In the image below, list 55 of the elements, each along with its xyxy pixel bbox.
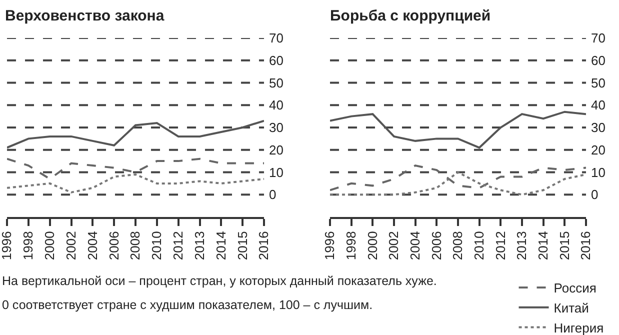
x-tick-label: 2008 bbox=[128, 231, 143, 260]
x-tick-label: 1998 bbox=[344, 231, 359, 260]
legend-label: Китай bbox=[554, 300, 589, 316]
y-tick-label: 50 bbox=[591, 75, 606, 90]
x-tick-label: 2015 bbox=[234, 231, 250, 260]
y-tick-label: 10 bbox=[269, 164, 284, 180]
y-tick-label: 40 bbox=[269, 98, 284, 113]
x-tick-label: 2000 bbox=[42, 231, 58, 260]
y-tick-label: 20 bbox=[591, 142, 606, 158]
y-tick-label: 60 bbox=[269, 52, 284, 68]
y-tick-label: 20 bbox=[269, 142, 284, 158]
x-tick-label: 2013 bbox=[192, 231, 207, 260]
legend-label: Россия bbox=[554, 280, 596, 296]
y-tick-label: 50 bbox=[269, 75, 284, 90]
y-tick-label: 30 bbox=[269, 120, 284, 136]
x-tick-label: 2016 bbox=[578, 231, 594, 260]
line-series bbox=[330, 110, 586, 149]
y-tick-label: 70 bbox=[591, 30, 606, 46]
x-tick-label: 2004 bbox=[408, 231, 423, 260]
x-tick-label: 2014 bbox=[536, 231, 551, 260]
chart-title: Верховенство закона bbox=[5, 7, 165, 24]
y-tick-label: 40 bbox=[591, 98, 606, 113]
x-tick-label: 2008 bbox=[450, 231, 466, 260]
line-series bbox=[7, 120, 264, 149]
x-tick-label: 2002 bbox=[386, 231, 402, 260]
y-tick-label: 60 bbox=[591, 52, 606, 68]
line-series bbox=[330, 171, 586, 196]
x-tick-label: 2010 bbox=[149, 231, 164, 260]
x-tick-label: 1996 bbox=[0, 231, 14, 260]
x-tick-label: 2006 bbox=[428, 231, 444, 260]
line-series bbox=[7, 158, 264, 180]
x-tick-label: 2013 bbox=[514, 231, 530, 260]
y-tick-label: 0 bbox=[591, 187, 598, 202]
line-series bbox=[7, 173, 264, 194]
legend-label: Нигерия bbox=[554, 320, 604, 335]
x-tick-label: 2014 bbox=[213, 231, 228, 260]
y-tick-label: 70 bbox=[269, 30, 284, 46]
chart-title: Борьба с коррупцией bbox=[330, 7, 491, 24]
text: На вертикальной оси – процент стран, у которых данный показатель хуже. bbox=[2, 274, 437, 288]
x-tick-label: 1996 bbox=[322, 231, 338, 260]
x-tick-label: 2012 bbox=[492, 231, 508, 260]
y-tick-label: 30 bbox=[591, 120, 606, 136]
x-tick-label: 2010 bbox=[472, 231, 487, 260]
x-tick-label: 2016 bbox=[256, 231, 272, 260]
x-tick-label: 2012 bbox=[170, 231, 186, 260]
text: 0 соответствует стране с худшим показателем, 100 – с лучшим. bbox=[2, 298, 373, 312]
y-tick-label: 10 bbox=[591, 164, 606, 180]
x-tick-label: 2004 bbox=[84, 231, 100, 260]
x-tick-label: 2006 bbox=[106, 231, 122, 260]
line-series bbox=[330, 164, 586, 192]
x-tick-label: 2002 bbox=[63, 231, 78, 260]
x-tick-label: 2015 bbox=[556, 231, 572, 260]
x-tick-label: 1998 bbox=[20, 231, 36, 260]
x-tick-label: 2000 bbox=[364, 231, 380, 260]
y-tick-label: 0 bbox=[269, 187, 276, 202]
